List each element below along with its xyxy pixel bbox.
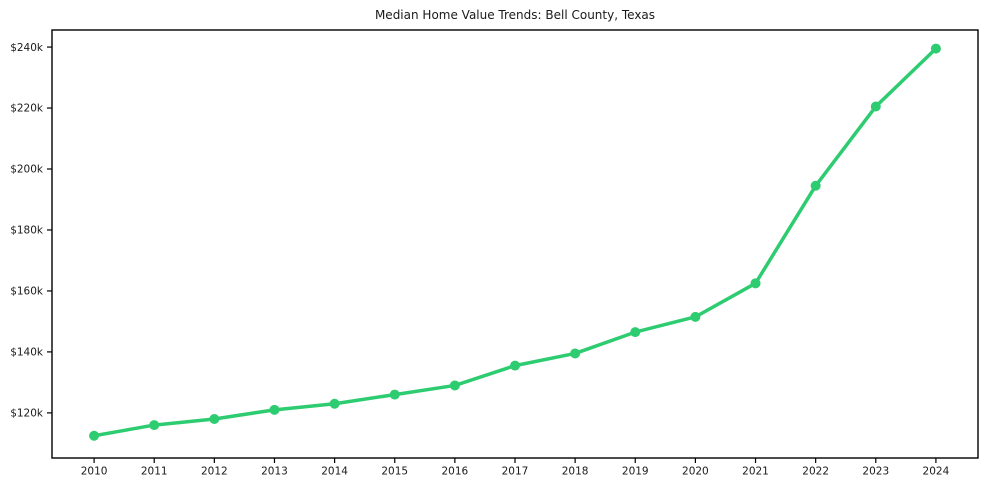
x-tick-label: 2019 <box>622 466 649 478</box>
y-tick-label: $140k <box>10 347 44 359</box>
x-tick-label: 2023 <box>862 466 889 478</box>
x-tick-label: 2011 <box>141 466 168 478</box>
data-point-2012 <box>209 413 220 424</box>
data-point-2017 <box>510 360 520 371</box>
x-tick-label: 2016 <box>442 466 469 478</box>
data-point-2010 <box>89 430 100 441</box>
y-tick-label: $200k <box>10 164 44 176</box>
plot-border <box>51 29 979 459</box>
x-tick-label: 2014 <box>321 466 348 478</box>
x-tick-label: 2012 <box>201 466 228 478</box>
y-tick-label: $220k <box>10 103 44 115</box>
data-point-2016 <box>449 380 460 391</box>
data-point-2019 <box>630 327 641 338</box>
trend-line <box>92 46 938 438</box>
data-point-2015 <box>389 389 400 400</box>
x-tick-label: 2018 <box>562 466 589 478</box>
y-tick-label: $120k <box>10 408 44 420</box>
x-tick-label: 2015 <box>381 466 408 478</box>
chart-title: Median Home Value Trends: Bell County, T… <box>374 8 656 22</box>
data-point-2021 <box>750 278 761 289</box>
data-point-2024 <box>930 43 941 54</box>
x-tick-label: 2013 <box>261 466 288 478</box>
data-point-2011 <box>149 420 160 431</box>
x-tick-label: 2010 <box>81 466 108 478</box>
x-tick-label: 2020 <box>682 466 709 478</box>
y-tick-label: $160k <box>10 286 44 298</box>
data-point-2014 <box>329 398 340 409</box>
x-tick-label: 2017 <box>502 466 529 478</box>
data-point-2023 <box>870 101 881 112</box>
data-point-2022 <box>810 180 821 191</box>
x-tick-label: 2021 <box>742 466 769 478</box>
x-tick-label: 2024 <box>923 466 950 478</box>
data-point-2020 <box>690 311 701 322</box>
data-point-2018 <box>570 348 581 359</box>
data-point-2013 <box>269 404 280 415</box>
y-tick-label: $240k <box>10 42 44 54</box>
y-tick-label: $180k <box>10 225 44 237</box>
x-tick-label: 2022 <box>802 466 829 478</box>
